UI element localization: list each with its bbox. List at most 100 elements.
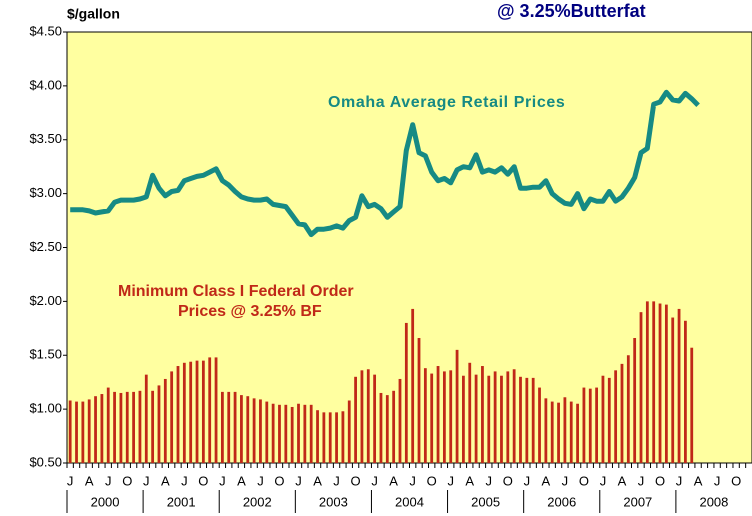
bar xyxy=(176,366,180,463)
bar xyxy=(246,396,250,463)
bar xyxy=(385,395,389,463)
year-label: 2007 xyxy=(623,494,652,509)
year-label: 2002 xyxy=(243,494,272,509)
bar xyxy=(214,357,218,463)
bar xyxy=(189,361,193,463)
y-tick-label: $4.00 xyxy=(29,77,62,92)
x-tick-label: O xyxy=(351,473,361,488)
bar xyxy=(404,322,408,463)
bar xyxy=(220,391,224,463)
x-tick-label: A xyxy=(618,473,627,488)
bar xyxy=(417,338,421,463)
bar xyxy=(227,391,231,463)
bar xyxy=(544,398,548,463)
bar xyxy=(531,377,535,463)
bar xyxy=(163,378,167,463)
y-tick-label: $0.50 xyxy=(29,454,62,469)
x-tick-label: J xyxy=(447,473,454,488)
bar xyxy=(113,391,116,463)
x-tick-label: A xyxy=(542,473,551,488)
x-tick-label: O xyxy=(503,473,513,488)
chart-title: @ 3.25%Butterfat xyxy=(497,1,646,21)
x-tick-label: O xyxy=(579,473,589,488)
bar xyxy=(182,362,186,463)
bar xyxy=(201,360,205,463)
bar xyxy=(423,368,427,463)
bar xyxy=(664,304,668,463)
bar xyxy=(563,397,567,463)
bar xyxy=(170,371,174,463)
bar xyxy=(138,390,142,463)
bar xyxy=(366,369,370,463)
bar xyxy=(309,404,313,463)
bar xyxy=(278,404,281,463)
bar xyxy=(354,376,357,463)
x-tick-label: A xyxy=(85,473,94,488)
bar xyxy=(81,401,85,463)
year-label: 2005 xyxy=(471,494,500,509)
bar xyxy=(398,378,402,463)
bar xyxy=(557,402,560,463)
bar xyxy=(525,377,529,463)
x-tick-label: J xyxy=(638,473,645,488)
x-tick-label: O xyxy=(122,473,132,488)
bar xyxy=(684,320,687,463)
bar xyxy=(582,387,586,463)
bar xyxy=(132,391,135,463)
bar xyxy=(322,412,326,463)
x-tick-label: J xyxy=(371,473,378,488)
plot-area xyxy=(66,31,752,464)
x-tick-label: J xyxy=(333,473,340,488)
bar xyxy=(620,363,624,463)
bar xyxy=(106,387,110,463)
x-tick-label: J xyxy=(409,473,416,488)
y-tick-label: $3.00 xyxy=(29,185,62,200)
bar xyxy=(303,404,307,463)
bar xyxy=(658,303,662,463)
bar xyxy=(271,403,275,463)
bar xyxy=(392,390,396,463)
bar xyxy=(430,373,434,463)
bar xyxy=(360,370,364,463)
x-tick-label: O xyxy=(655,473,665,488)
x-tick-label: J xyxy=(257,473,264,488)
bar xyxy=(75,401,78,463)
bar xyxy=(690,347,694,463)
y-tick-label: $2.00 xyxy=(29,293,62,308)
annotation: Minimum Class I Federal Order xyxy=(118,283,354,300)
bar xyxy=(151,390,155,463)
bar xyxy=(487,375,491,463)
bar xyxy=(500,375,503,463)
bar xyxy=(208,357,212,463)
bar xyxy=(265,401,269,463)
bar xyxy=(645,301,649,463)
bar xyxy=(240,395,243,463)
x-tick-label: J xyxy=(524,473,531,488)
bar xyxy=(195,360,199,463)
x-tick-label: A xyxy=(313,473,322,488)
x-tick-label: J xyxy=(181,473,188,488)
bar xyxy=(119,392,123,463)
bar xyxy=(639,312,643,463)
year-label: 2004 xyxy=(395,494,424,509)
bar xyxy=(512,369,516,463)
bar xyxy=(671,317,675,463)
bar xyxy=(449,370,453,463)
bar xyxy=(290,406,294,463)
x-tick-label: J xyxy=(714,473,721,488)
bar xyxy=(626,355,630,463)
year-label: 2001 xyxy=(167,494,196,509)
bar xyxy=(379,392,383,463)
bar xyxy=(157,385,161,463)
bar xyxy=(284,404,288,463)
bar xyxy=(607,377,611,463)
x-tick-label: A xyxy=(694,473,703,488)
bar xyxy=(462,375,465,463)
bar xyxy=(341,411,345,463)
bar xyxy=(633,338,637,463)
bar xyxy=(259,399,262,463)
bar xyxy=(481,366,484,463)
x-tick-label: A xyxy=(161,473,170,488)
x-tick-label: J xyxy=(105,473,112,488)
bar xyxy=(125,391,129,463)
